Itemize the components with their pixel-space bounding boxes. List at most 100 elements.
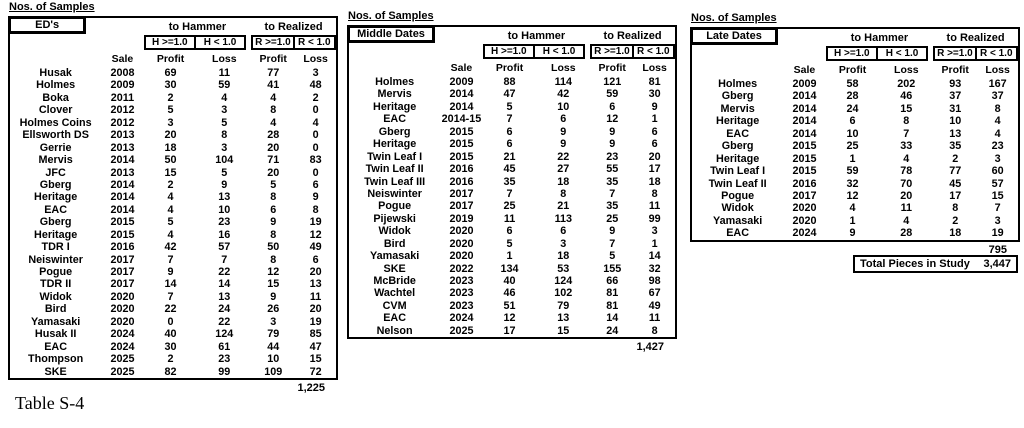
sale-year-cell: 2017: [449, 200, 474, 213]
hammer-profit-cell: 28: [846, 90, 859, 103]
table-row: Heritage 2015 4 16 8 12: [10, 229, 336, 241]
hammer-loss-cell: 59: [218, 79, 231, 92]
realized-profit-cell: 18: [949, 227, 962, 240]
realized-threshold-box: R >=1.0 R < 1.0: [251, 35, 336, 50]
hammer-profit-cell: 25: [846, 140, 859, 153]
realized-profit-cell: 2: [952, 214, 959, 227]
sale-name-cell: Heritage: [716, 115, 760, 128]
sale-name-cell: Twin Leaf II: [365, 163, 424, 176]
hammer-loss-cell: 10: [557, 100, 570, 113]
realized-profit-cell: 31: [949, 102, 962, 115]
sale-name-cell: CVM: [382, 299, 407, 312]
realized-profit-cell: 8: [270, 228, 277, 241]
realized-loss-cell: 167: [988, 78, 1007, 90]
sale-year-cell: 2013: [110, 141, 135, 154]
to-hammer-label: to Hammer: [850, 32, 909, 44]
realized-profit-cell: 25: [606, 212, 619, 225]
table-row: Neiswinter 2017 7 8 7 8: [349, 188, 675, 200]
realized-profit-cell: 20: [267, 166, 280, 179]
table-row: Widok 2020 6 6 9 3: [349, 225, 675, 237]
h-lt-label: H < 1.0: [875, 48, 926, 59]
realized-loss-cell: 49: [309, 241, 322, 254]
realized-profit-cell: 17: [949, 189, 962, 202]
table-row: TDR II 2017 14 14 15 13: [10, 278, 336, 290]
table-row: TDR I 2016 42 57 50 49: [10, 241, 336, 253]
total-pieces-label: Total Pieces in Study: [860, 258, 970, 270]
table-row: Mervis 2014 24 15 31 8: [692, 103, 1018, 115]
realized-loss-cell: 11: [309, 290, 322, 303]
table-row: Yamasaki 2020 1 18 5 14: [349, 250, 675, 262]
table-row: Gerrie 2013 18 3 20 0: [10, 142, 336, 154]
sale-year-cell: 2015: [449, 125, 474, 138]
table: ED's to Hammer to Realized H >=1.0 H < 1…: [8, 16, 338, 380]
sale-year-cell: 2014: [449, 100, 474, 113]
table-row: Holmes 2009 88 114 121 81: [349, 76, 675, 88]
table-row: EAC 2024 30 61 44 47: [10, 341, 336, 353]
realized-loss-cell: 4: [994, 127, 1001, 140]
hammer-loss-cell: 28: [900, 227, 913, 240]
table-row: Thompson 2025 2 23 10 15: [10, 353, 336, 365]
total-pieces-box: Total Pieces in Study 3,447: [853, 255, 1018, 273]
realized-loss-cell: 0: [312, 129, 319, 142]
hammer-profit-cell: 12: [846, 189, 859, 202]
sale-name-cell: Nelson: [376, 324, 413, 337]
sale-year-cell: 2020: [792, 202, 817, 215]
hammer-loss-cell: 9: [221, 178, 228, 191]
hammer-loss-cell: 3: [560, 237, 567, 250]
hammer-profit-cell: 14: [164, 278, 177, 291]
realized-loss-header: Loss: [642, 62, 667, 74]
realized-profit-cell: 10: [267, 353, 280, 366]
hammer-profit-cell: 11: [503, 212, 516, 225]
realized-profit-cell: 9: [609, 225, 616, 238]
hammer-loss-cell: 102: [554, 287, 573, 300]
hammer-profit-cell: 7: [167, 290, 174, 303]
sale-year-cell: 2014: [792, 115, 817, 128]
realized-loss-cell: 18: [648, 175, 661, 188]
realized-profit-cell: 5: [609, 250, 616, 263]
hammer-loss-cell: 5: [221, 166, 228, 179]
hammer-profit-cell: 9: [167, 266, 174, 278]
hammer-loss-cell: 10: [218, 203, 231, 216]
sale-year-cell: 2017: [110, 253, 135, 266]
hammer-loss-cell: 24: [218, 303, 231, 316]
realized-profit-cell: 9: [609, 125, 616, 138]
hammer-profit-cell: 18: [164, 141, 177, 154]
table-row: SKE 2025 82 99 109 72: [10, 366, 336, 378]
sale-year-cell: 2025: [110, 353, 135, 366]
realized-loss-cell: 9: [651, 100, 658, 113]
sale-year-cell: 2015: [792, 140, 817, 153]
realized-profit-cell: 35: [606, 175, 619, 188]
sale-name-cell: Mervis: [38, 154, 73, 167]
table-row: Pijewski 2019 11 113 25 99: [349, 213, 675, 225]
table: Middle Dates to Hammer to Realized H >=1…: [347, 25, 677, 340]
realized-profit-cell: 77: [267, 67, 280, 79]
sale-header: Sale: [111, 53, 134, 65]
sale-year-cell: 2017: [110, 278, 135, 291]
hammer-loss-cell: 21: [557, 200, 570, 213]
table-caption: Table S-4: [15, 393, 85, 413]
hammer-loss-cell: 70: [900, 177, 913, 190]
hammer-profit-cell: 59: [846, 165, 859, 178]
realized-loss-cell: 47: [309, 340, 322, 353]
realized-profit-cell: 44: [267, 340, 280, 353]
hammer-threshold-box: H >=1.0 H < 1.0: [482, 44, 586, 59]
table-row: EAC 2024 12 13 14 11: [349, 312, 675, 324]
realized-loss-cell: 14: [648, 250, 661, 263]
sale-name-cell: TDR II: [40, 278, 72, 291]
realized-loss-cell: 11: [648, 312, 661, 325]
table-row: Twin Leaf I 2015 59 78 77 60: [692, 165, 1018, 177]
table-row: Gberg 2015 25 33 35 23: [692, 140, 1018, 152]
hammer-loss-cell: 3: [221, 104, 228, 117]
r-lt-label: R < 1.0: [974, 48, 1016, 59]
realized-profit-cell: 2: [952, 152, 959, 165]
realized-loss-cell: 0: [312, 141, 319, 154]
sale-name-cell: Heritage: [373, 138, 417, 151]
hammer-profit-cell: 1: [849, 152, 856, 165]
hammer-profit-cell: 6: [849, 115, 856, 128]
sale-name-cell: Holmes: [36, 79, 76, 92]
sale-name-cell: Ellsworth DS: [22, 129, 89, 142]
realized-loss-cell: 0: [312, 104, 319, 117]
table-total: 1,427: [636, 341, 664, 354]
hammer-profit-cell: 47: [503, 88, 516, 101]
hammer-loss-cell: 8: [903, 115, 910, 128]
